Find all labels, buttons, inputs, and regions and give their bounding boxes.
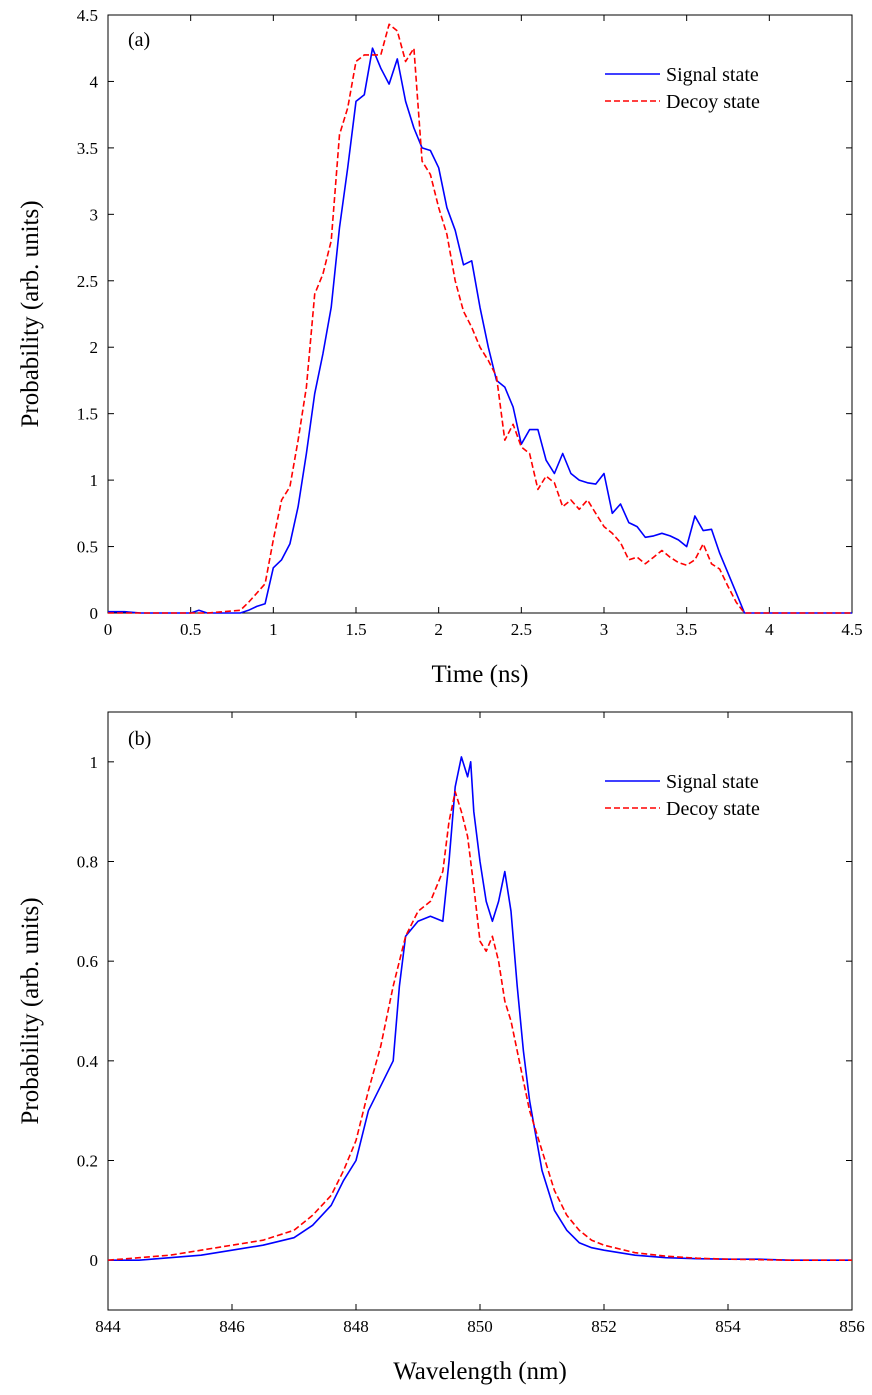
x-tick-label: 852 <box>591 1317 617 1336</box>
y-tick-label: 2.5 <box>77 272 98 291</box>
x-tick-label: 1 <box>269 620 278 639</box>
series-line-signal <box>108 756 852 1261</box>
y-tick-label: 1.5 <box>77 405 98 424</box>
x-tick-label: 4.5 <box>841 620 862 639</box>
y-tick-label: 0.4 <box>77 1052 99 1071</box>
y-tick-label: 0.2 <box>77 1152 98 1171</box>
y-tick-label: 0 <box>90 1251 99 1270</box>
legend-label: Decoy state <box>666 91 760 113</box>
x-tick-label: 1.5 <box>345 620 366 639</box>
plot-frame <box>107 14 853 614</box>
series-line-decoy <box>108 23 852 614</box>
x-tick-label: 0 <box>104 620 113 639</box>
y-tick-label: 4.5 <box>77 6 98 25</box>
series-line-decoy <box>107 790 852 1261</box>
series-line-signal <box>108 47 852 614</box>
x-tick-label: 2.5 <box>511 620 532 639</box>
y-axis-label: Probability (arb. units) <box>17 897 44 1124</box>
y-tick-label: 0 <box>90 604 99 623</box>
x-tick-label: 850 <box>467 1317 493 1336</box>
y-tick-label: 2 <box>90 338 99 357</box>
x-axis-label: Time (ns) <box>431 661 528 688</box>
panel-label: (b) <box>128 728 151 750</box>
x-tick-label: 846 <box>219 1317 245 1336</box>
y-tick-label: 0.5 <box>77 538 98 557</box>
x-tick-label: 856 <box>839 1317 865 1336</box>
y-tick-label: 3.5 <box>77 139 98 158</box>
y-tick-label: 1 <box>90 753 99 772</box>
x-tick-label: 854 <box>715 1317 741 1336</box>
legend-label: Signal state <box>666 771 759 793</box>
legend-label: Signal state <box>666 64 759 86</box>
x-tick-label: 3.5 <box>676 620 697 639</box>
y-axis-label: Probability (arb. units) <box>17 200 44 427</box>
y-tick-label: 4 <box>90 72 99 91</box>
x-tick-label: 4 <box>765 620 774 639</box>
y-tick-label: 0.6 <box>77 952 98 971</box>
x-tick-label: 3 <box>600 620 609 639</box>
panel-a: 0 0.5 1 1.5 2 2.5 3 3.5 4 4.5 0 0.5 1 1.5 2 2.5 3 3.5 4 4.5… <box>17 6 863 688</box>
x-axis-label: Wavelength (nm) <box>393 1358 567 1385</box>
legend-label: Decoy state <box>666 798 760 820</box>
x-tick-label: 848 <box>343 1317 369 1336</box>
y-tick-label: 3 <box>90 205 99 224</box>
x-tick-label: 844 <box>95 1317 121 1336</box>
x-tick-label: 0.5 <box>180 620 201 639</box>
y-tick-label: 0.8 <box>77 853 98 872</box>
x-tick-label: 2 <box>434 620 443 639</box>
y-tick-label: 1 <box>90 471 99 490</box>
panel-b: 844 846 848 850 852 854 856 0 0.2 0.4 0.6 0.8 1 Signa… <box>17 711 865 1385</box>
panel-label: (a) <box>128 29 150 51</box>
